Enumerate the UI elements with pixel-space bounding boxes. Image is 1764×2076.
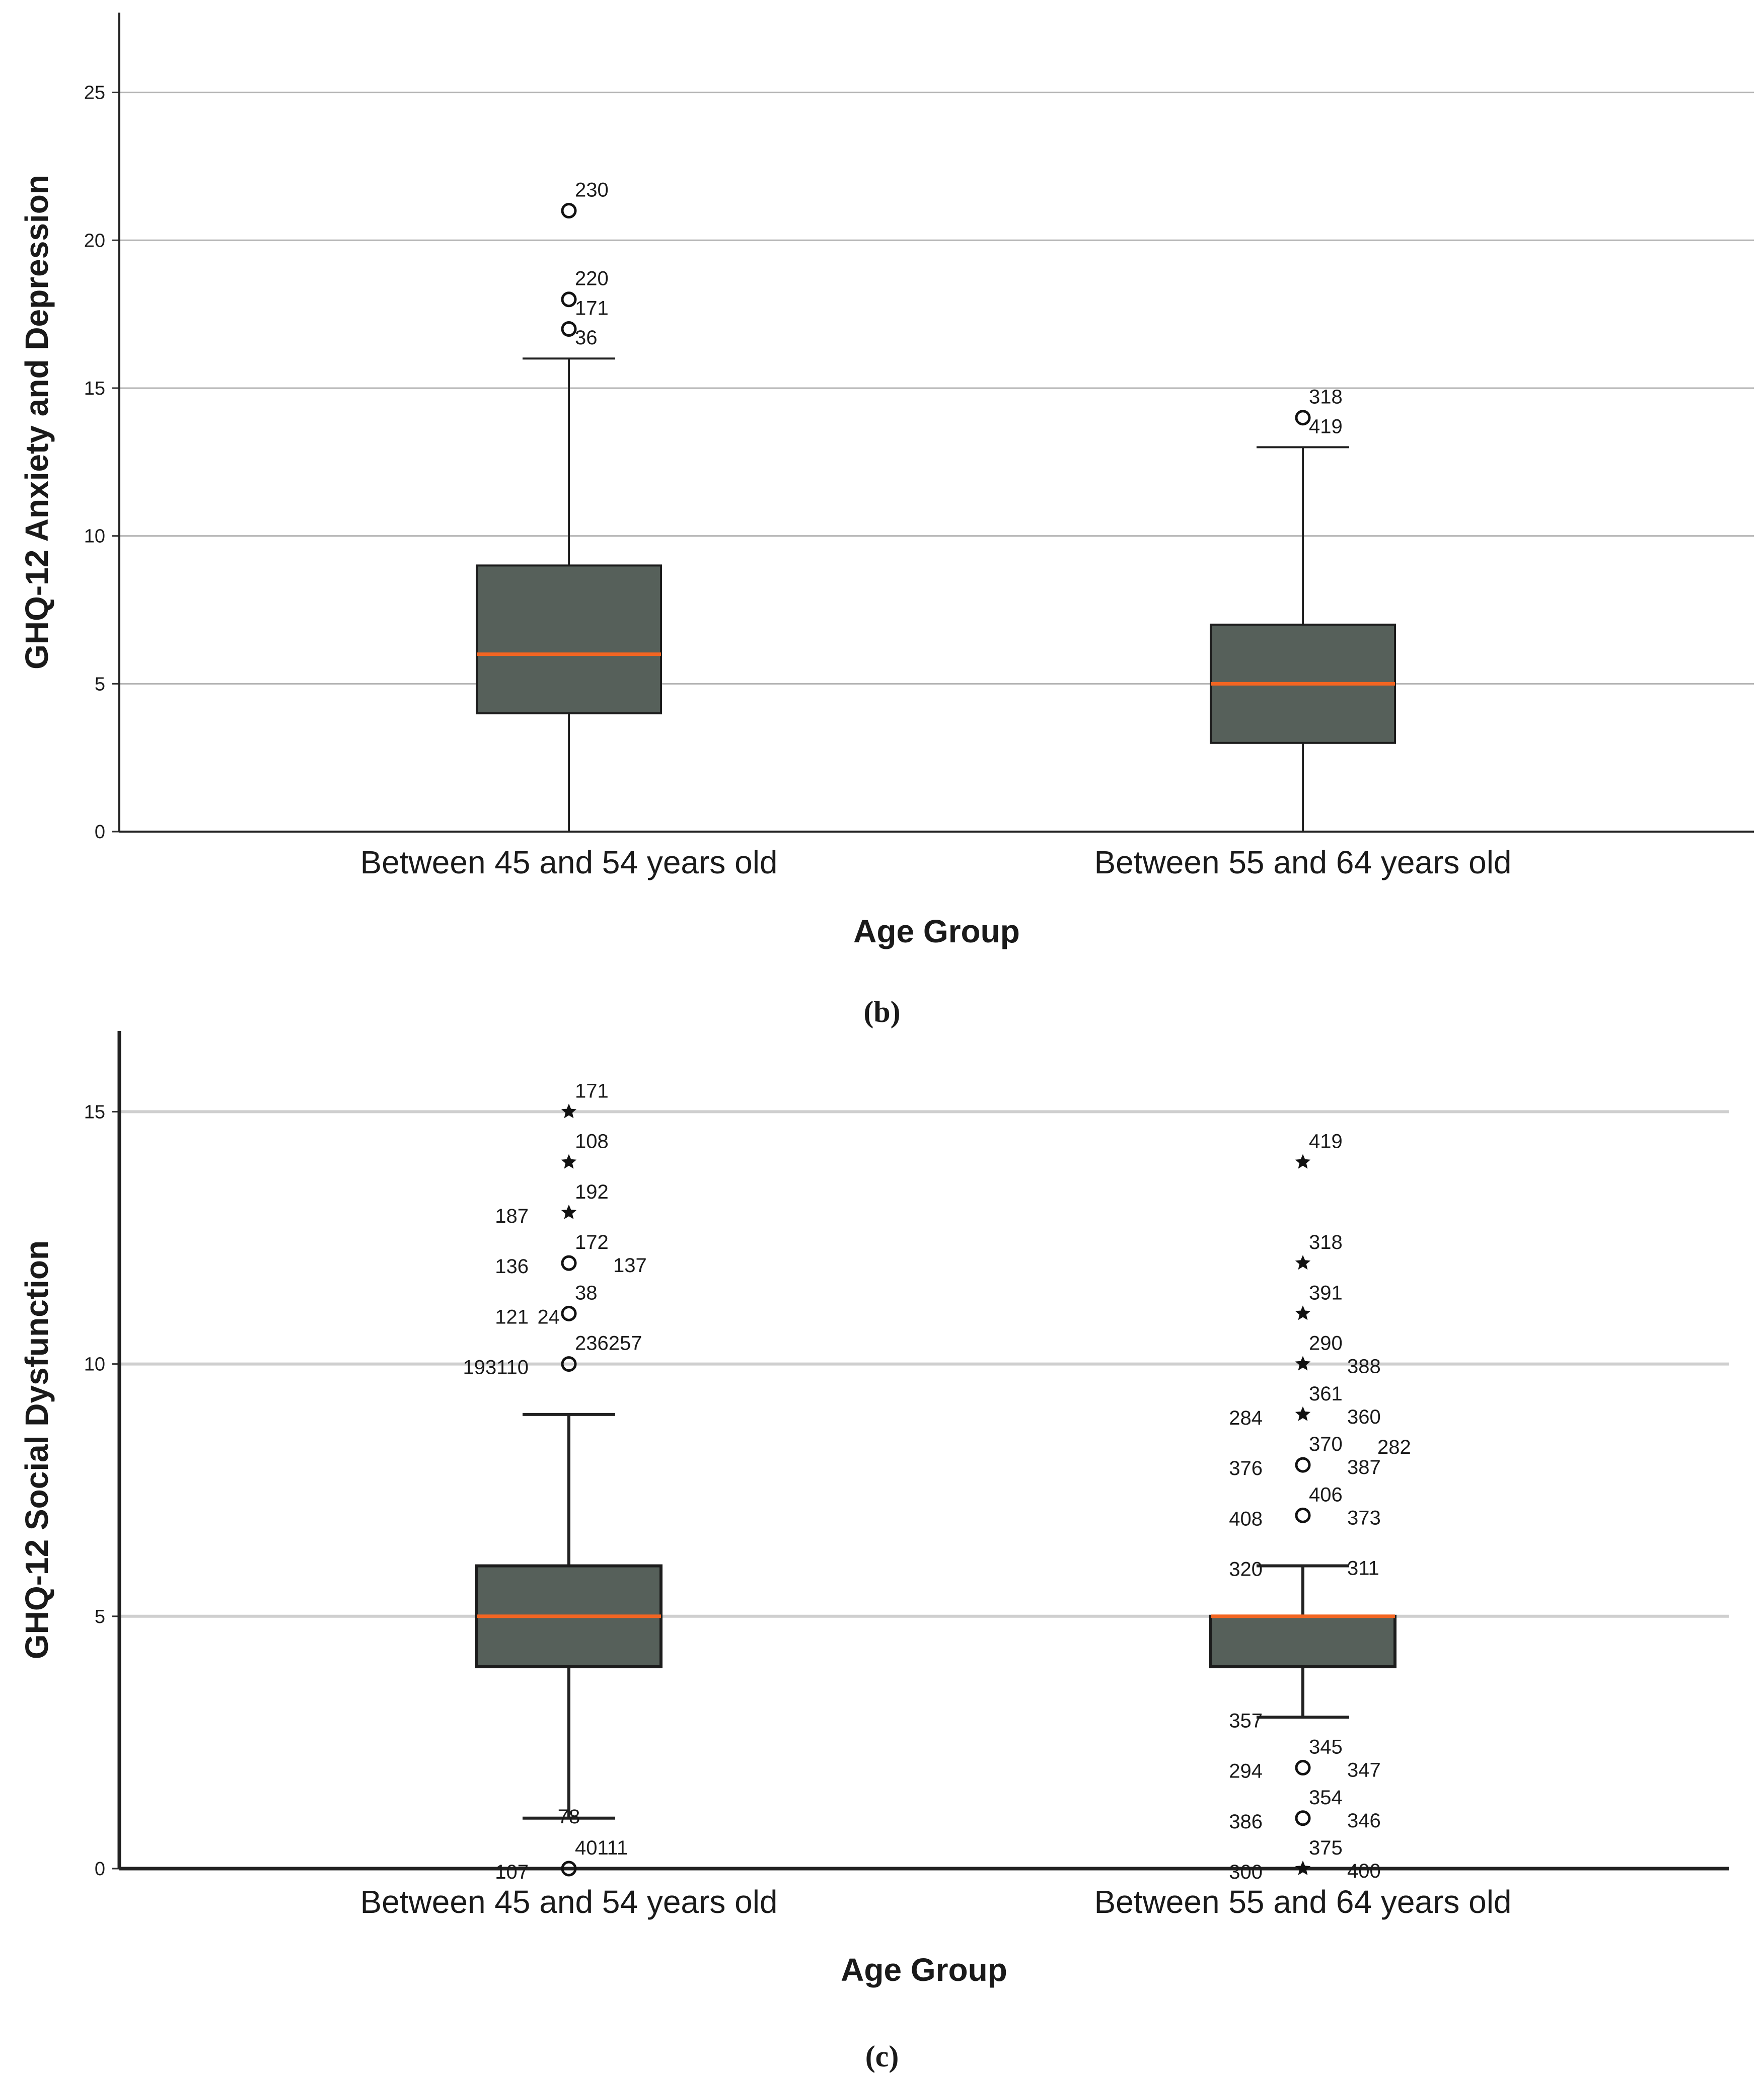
outlier-circle xyxy=(561,1356,577,1372)
point-label: 311 xyxy=(1347,1558,1379,1580)
outlier-label: 419 xyxy=(1309,415,1343,437)
point-label: 282 xyxy=(1377,1436,1411,1458)
outlier-label: 375 xyxy=(1309,1837,1343,1859)
point-label: 121 xyxy=(495,1306,529,1328)
point-label: 346 xyxy=(1347,1810,1381,1832)
y-tick-label: 0 xyxy=(95,822,105,843)
outlier-label: 318 xyxy=(1309,1231,1343,1253)
outlier-circle xyxy=(561,321,577,337)
y-tick-label: 0 xyxy=(95,1859,105,1880)
outlier-circle xyxy=(1295,1810,1311,1826)
extreme-star xyxy=(561,1204,577,1219)
y-tick-label: 25 xyxy=(84,83,105,104)
point-label: 193110 xyxy=(463,1357,529,1379)
point-label: 357 xyxy=(1229,1710,1263,1732)
point-label: 187 xyxy=(495,1205,529,1227)
outlier-circle xyxy=(1295,1760,1311,1776)
iqr-box xyxy=(476,564,662,715)
point-label: 294 xyxy=(1229,1760,1263,1783)
x-tick-label: Between 55 and 64 years old xyxy=(1094,1884,1511,1920)
point-label: 284 xyxy=(1229,1407,1263,1429)
outlier-label: 391 xyxy=(1309,1282,1343,1304)
point-label: 300 xyxy=(1229,1861,1263,1883)
outlier-circle xyxy=(561,1255,577,1271)
outlier-label: 192 xyxy=(575,1181,609,1203)
y-tick-label: 5 xyxy=(95,674,105,695)
x-tick-label: Between 45 and 54 years old xyxy=(360,844,777,880)
outlier-label: 419 xyxy=(1309,1131,1343,1153)
extreme-star xyxy=(1295,1861,1311,1875)
outlier-label: 220 xyxy=(575,268,609,290)
outlier-circle xyxy=(561,1305,577,1321)
extreme-star xyxy=(1295,1305,1311,1320)
outlier-label: 290 xyxy=(1309,1332,1343,1355)
panel-caption: (c) xyxy=(865,2040,899,2073)
point-label: 376 xyxy=(1229,1457,1263,1479)
x-axis-title: Age Group xyxy=(853,913,1020,949)
outlier-label: 318 xyxy=(1309,386,1343,408)
outlier-label: 171 xyxy=(575,297,609,319)
x-tick-label: Between 45 and 54 years old xyxy=(360,1884,777,1920)
point-label: 136 xyxy=(495,1255,529,1278)
point-label: 24 xyxy=(538,1306,560,1328)
outlier-label: 108 xyxy=(575,1131,609,1153)
extreme-star xyxy=(1295,1255,1311,1270)
point-label: 107 xyxy=(495,1861,529,1883)
outlier-label: 230 xyxy=(575,179,609,201)
point-label: 387 xyxy=(1347,1456,1381,1478)
outlier-label: 361 xyxy=(1309,1383,1343,1405)
outlier-circle xyxy=(561,1861,577,1877)
point-label: 347 xyxy=(1347,1759,1381,1782)
y-tick-label: 20 xyxy=(84,230,105,251)
outlier-label: 172 xyxy=(575,1231,609,1253)
boxplot-panel-c: 0 5 10 15 GHQ-12 Social Dysfunction Age Group… xyxy=(19,1031,1729,2073)
outlier-label: 406 xyxy=(1309,1484,1343,1506)
point-label: 400 xyxy=(1347,1860,1381,1882)
extreme-star xyxy=(561,1103,577,1119)
outlier-label: 354 xyxy=(1309,1787,1343,1809)
point-label: 373 xyxy=(1347,1507,1381,1529)
y-tick-label: 5 xyxy=(95,1606,105,1627)
outlier-label: 38 xyxy=(575,1282,598,1304)
point-label: 320 xyxy=(1229,1559,1263,1581)
y-tick-label: 10 xyxy=(84,526,105,547)
extreme-star xyxy=(1295,1406,1311,1421)
outlier-circle xyxy=(1295,1507,1311,1523)
point-label: 78 xyxy=(558,1806,580,1828)
point-label: 137 xyxy=(613,1254,647,1277)
outlier-label: 40111 xyxy=(575,1837,628,1859)
y-axis-title: GHQ-12 Anxiety and Depression xyxy=(19,175,55,670)
outlier-label: 345 xyxy=(1309,1736,1343,1758)
outlier-label: 236257 xyxy=(575,1332,642,1355)
extreme-star xyxy=(1295,1356,1311,1371)
outlier-circle xyxy=(561,291,577,308)
y-tick-label: 10 xyxy=(84,1354,105,1375)
boxplot-panel-b: 0 5 10 15 20 25 GHQ-12 Anxiety and Depression A… xyxy=(19,13,1754,1028)
point-label: 386 xyxy=(1229,1811,1263,1833)
outlier-circle xyxy=(561,203,577,219)
outlier-label: 171 xyxy=(575,1080,609,1102)
outlier-label: 370 xyxy=(1309,1433,1343,1455)
y-tick-label: 15 xyxy=(84,1101,105,1123)
panel-caption: (b) xyxy=(863,995,900,1028)
x-axis-title: Age Group xyxy=(841,1952,1007,1988)
outlier-circle xyxy=(1295,1457,1311,1473)
point-label: 360 xyxy=(1347,1406,1381,1428)
extreme-star xyxy=(561,1154,577,1169)
iqr-box xyxy=(1209,1614,1396,1669)
point-label: 388 xyxy=(1347,1356,1381,1378)
point-label: 408 xyxy=(1229,1508,1263,1530)
outlier-circle xyxy=(1295,410,1311,426)
x-tick-label: Between 55 and 64 years old xyxy=(1094,844,1511,880)
y-axis-title: GHQ-12 Social Dysfunction xyxy=(19,1240,55,1659)
extreme-star xyxy=(1295,1154,1311,1169)
outlier-label: 36 xyxy=(575,327,598,349)
y-tick-label: 15 xyxy=(84,378,105,399)
